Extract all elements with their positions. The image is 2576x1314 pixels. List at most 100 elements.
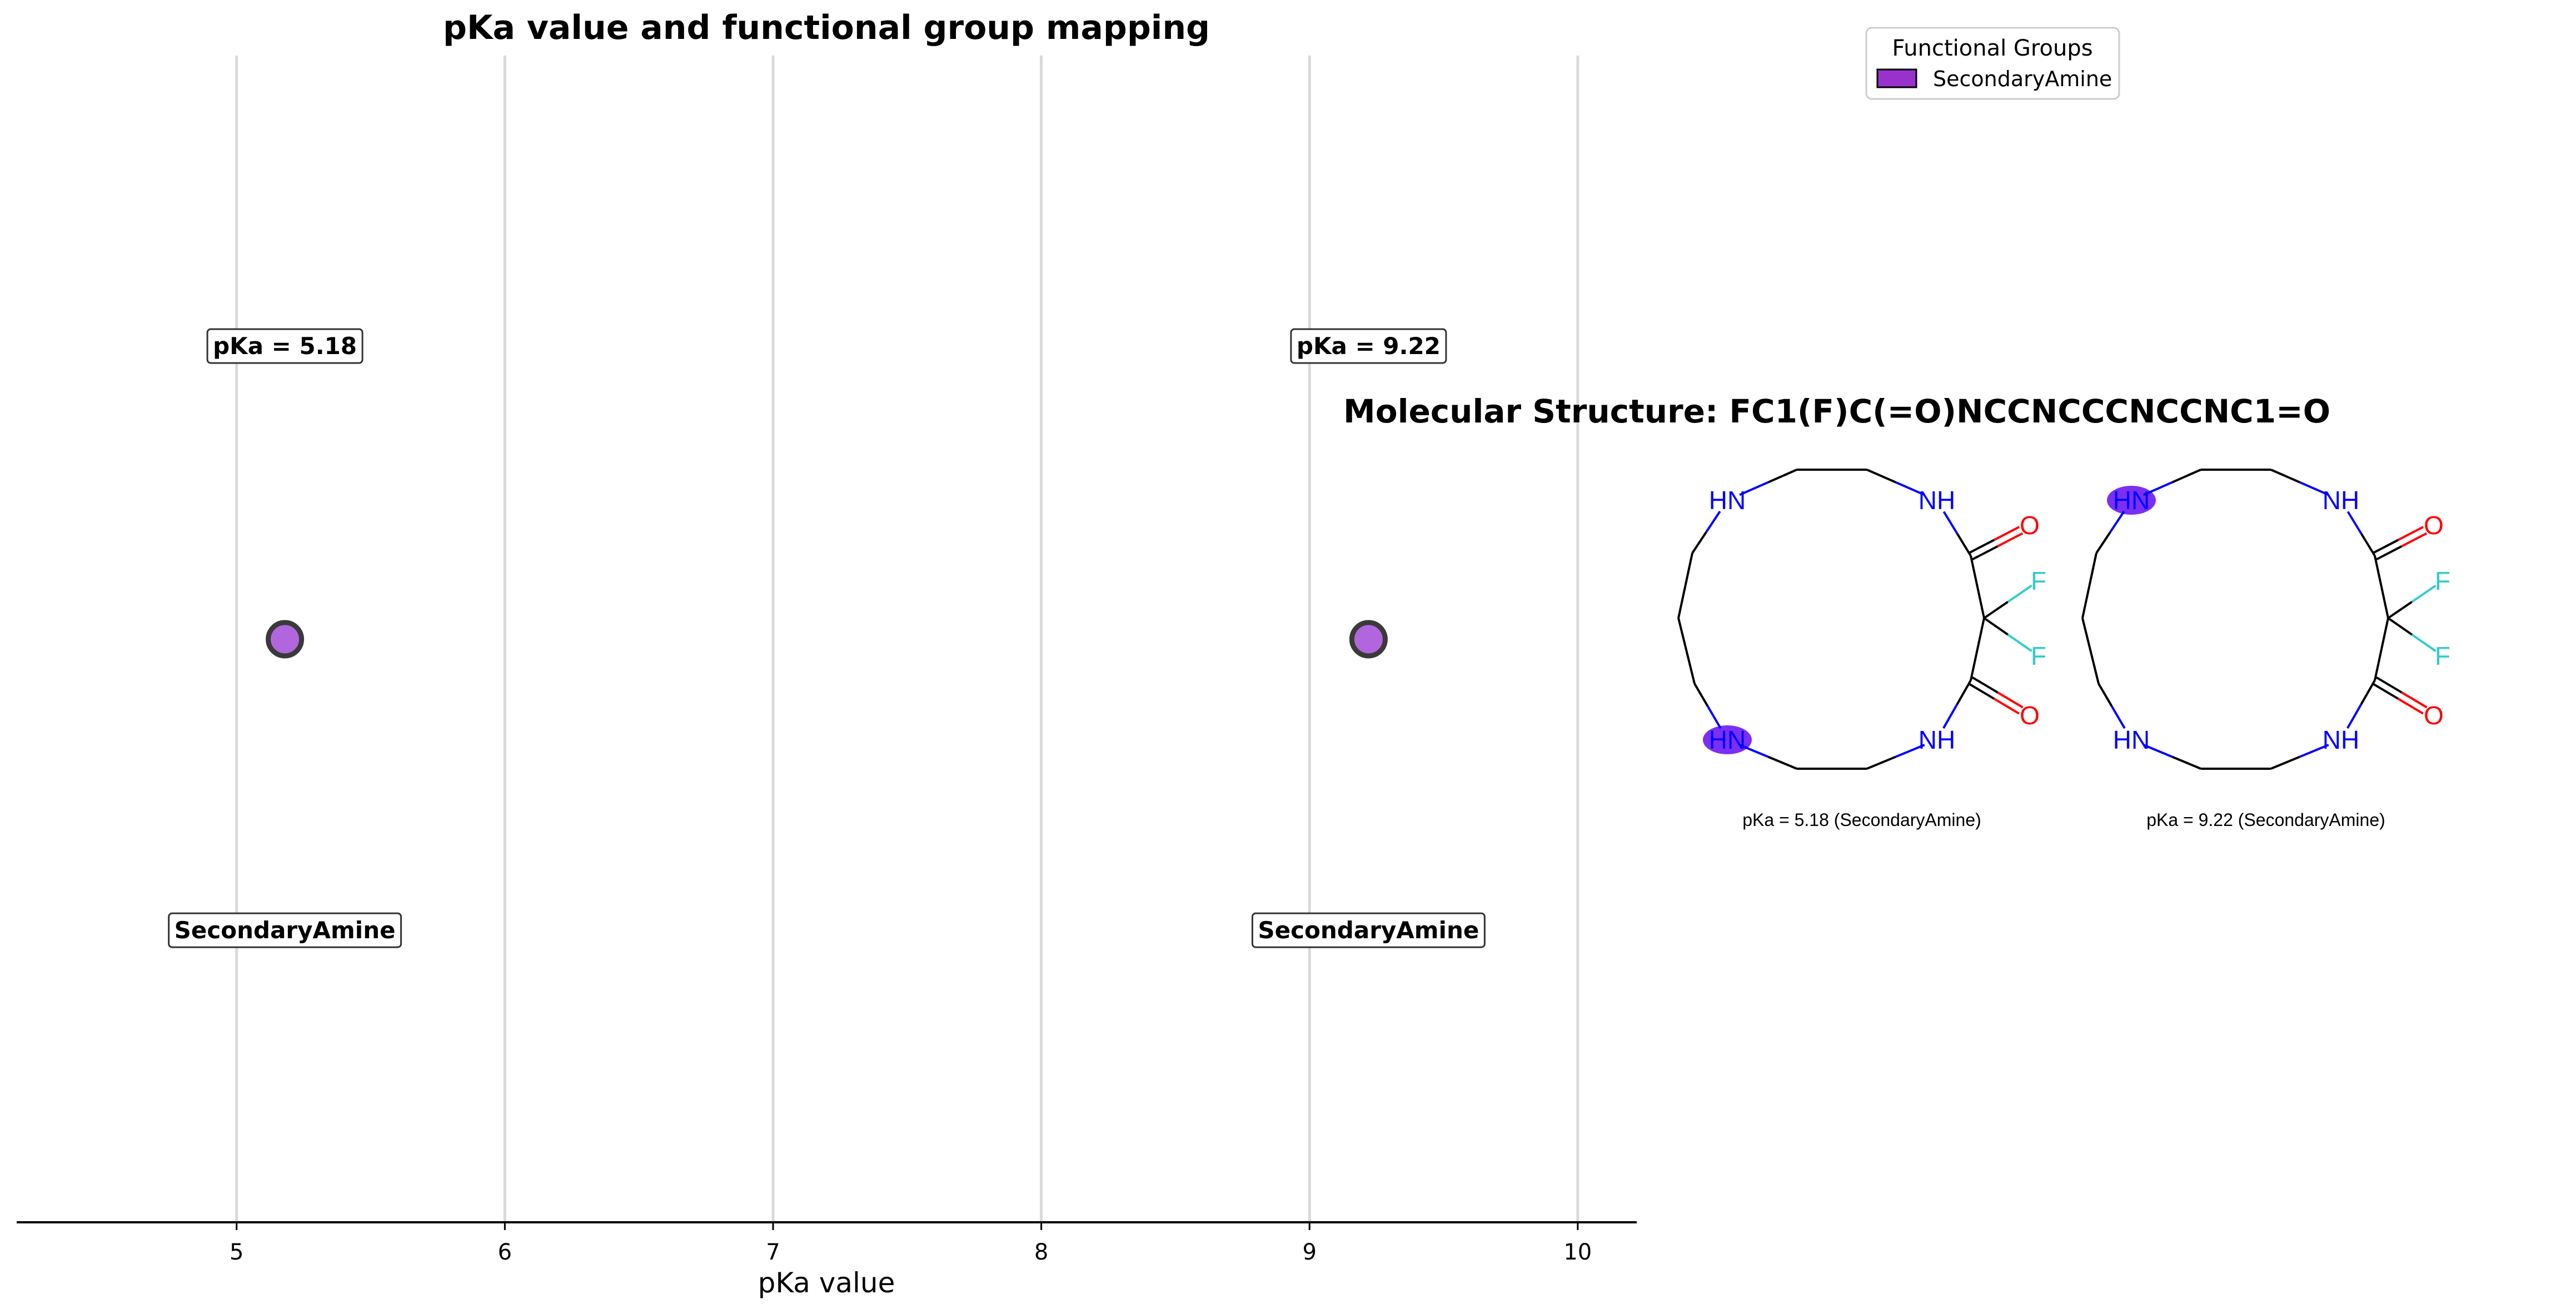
bond [2109, 510, 2125, 533]
molecule-caption-1: pKa = 5.18 (SecondaryAmine) [1742, 810, 1981, 830]
bond [1705, 510, 1721, 533]
bond [2081, 585, 2091, 619]
bond [1972, 545, 1999, 560]
data-point [266, 620, 305, 659]
bond [1739, 744, 1769, 758]
x-tick-label: 7 [766, 1240, 780, 1265]
atom-label: F [2031, 566, 2046, 595]
bond [1693, 683, 1709, 707]
bond [2088, 553, 2097, 586]
grid-lines [235, 56, 1580, 1222]
bond [2411, 584, 2437, 603]
pka-value-label-text: pKa = 9.22 [1297, 332, 1441, 360]
bond [2270, 469, 2300, 484]
bond [1767, 469, 1797, 484]
bond [2387, 617, 2413, 636]
bond [1739, 481, 1769, 496]
legend: Functional Groups SecondaryAmine [1865, 27, 2120, 100]
bond [1976, 586, 1985, 619]
atom-label: F [2435, 641, 2450, 670]
atom-label: NH [2323, 725, 2359, 754]
bond [1970, 555, 1979, 588]
bond [1997, 691, 2024, 709]
atom-label: HN [1709, 725, 1746, 754]
bond [1983, 601, 2009, 619]
bond [2171, 469, 2201, 484]
bond [1942, 511, 1959, 535]
bond [1983, 617, 2009, 636]
bond [1970, 649, 1979, 681]
bond [2081, 618, 2092, 651]
bond [2376, 676, 2403, 694]
atom-label: HN [2113, 486, 2150, 515]
bond [2373, 539, 2399, 554]
pka-value-label-text: pKa = 5.18 [213, 332, 357, 360]
bond [1993, 698, 2020, 715]
functional-group-label-text: SecondaryAmine [1258, 917, 1479, 944]
bond [1691, 531, 1707, 554]
bond [1684, 553, 1693, 586]
bond [1866, 469, 1896, 484]
bond [1677, 618, 1688, 651]
atom-label: HN [2113, 725, 2150, 754]
functional-group-label: SecondaryAmine [168, 912, 402, 948]
bond [2360, 533, 2376, 557]
atom-label: F [2031, 641, 2046, 670]
legend-frame [1865, 27, 2120, 100]
bond [2397, 698, 2424, 715]
bond [1969, 539, 1995, 554]
bond [2299, 744, 2329, 758]
bond [1972, 676, 1999, 694]
structure-title: Molecular Structure: FC1(F)C(=O)NCCNCCCN… [1343, 392, 2330, 430]
atom-label: O [2424, 701, 2444, 730]
bond [2143, 481, 2173, 496]
bond [1706, 705, 1722, 729]
bond [2374, 555, 2383, 588]
bond [1767, 755, 1797, 770]
bond [2380, 586, 2389, 619]
x-tick-label: 5 [230, 1240, 243, 1265]
bond [1895, 481, 1925, 496]
bond [1976, 618, 1985, 650]
data-points: pKa = 5.18 SecondaryAmine pKa = 9.22 Second… [168, 328, 1486, 948]
x-tick-label: 8 [1034, 1240, 1048, 1265]
data-point [1349, 620, 1388, 659]
bond [2143, 744, 2173, 758]
x-axis-label: pKa value [758, 1267, 895, 1299]
bond [2095, 531, 2111, 554]
bond [1994, 526, 2020, 541]
bond [2380, 618, 2389, 650]
bond [1685, 650, 1696, 684]
highlighted-atom [1703, 725, 1752, 754]
x-tick-label: 6 [498, 1240, 512, 1265]
bond [2411, 634, 2437, 653]
bond [2401, 691, 2428, 709]
legend-swatch-secondaryamine [1876, 68, 1917, 88]
atom-label: F [2435, 566, 2450, 595]
atom-label: NH [1919, 725, 1955, 754]
pka-value-label: pKa = 5.18 [206, 328, 363, 364]
atom-label: NH [2323, 486, 2359, 515]
bond [2346, 704, 2363, 729]
bond [1895, 744, 1925, 758]
pka-value-label: pKa = 9.22 [1290, 328, 1447, 364]
bond [1942, 704, 1959, 729]
bond [2110, 705, 2126, 729]
bond [1997, 532, 2024, 548]
bond [2401, 532, 2428, 548]
bond [2376, 545, 2403, 560]
x-tick-label: 10 [1563, 1240, 1592, 1265]
bond [2387, 601, 2413, 619]
atom-label: O [2020, 511, 2040, 540]
functional-group-label-text: SecondaryAmine [175, 917, 396, 944]
bond [2398, 526, 2424, 541]
bond [2097, 683, 2113, 707]
bond [1866, 755, 1896, 770]
highlighted-atom [2107, 486, 2156, 515]
atom-label: NH [1919, 486, 1955, 515]
bond [2374, 649, 2383, 681]
atom-label: O [2020, 701, 2040, 730]
